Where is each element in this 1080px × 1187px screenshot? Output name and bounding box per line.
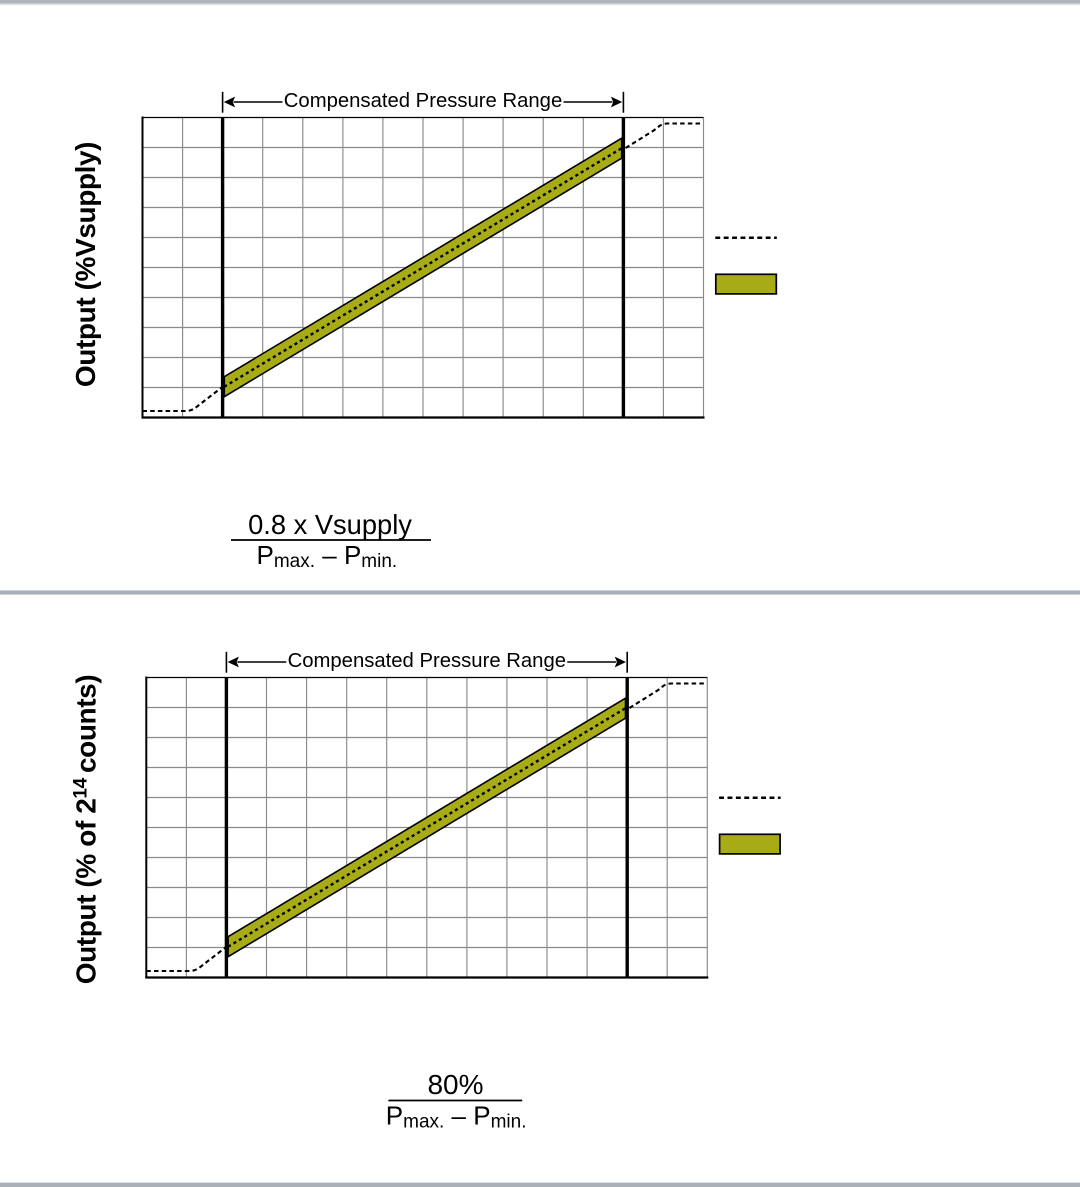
svg-text:0.8 x Vsupply: 0.8 x Vsupply xyxy=(248,509,412,540)
svg-text:80%: 80% xyxy=(427,1069,483,1100)
svg-text:Output (%Vsupply): Output (%Vsupply) xyxy=(70,142,101,387)
svg-text:Output (% of 214 counts): Output (% of 214 counts) xyxy=(71,675,102,985)
svg-text:Compensated Pressure Range: Compensated Pressure Range xyxy=(288,650,566,672)
svg-text:Compensated Pressure Range: Compensated Pressure Range xyxy=(284,90,562,112)
